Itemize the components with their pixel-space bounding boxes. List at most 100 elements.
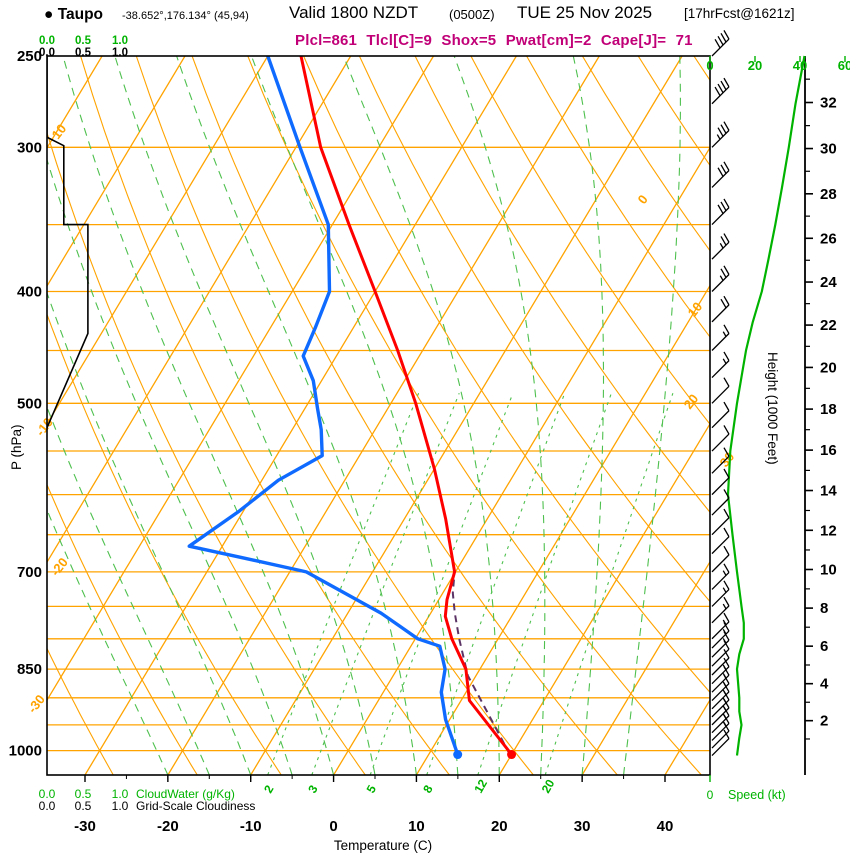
pressure-tick-label: 400 — [17, 283, 42, 300]
dry-adiabat-line — [47, 647, 114, 775]
cloudiness-profile — [47, 56, 89, 429]
height-tick-label: 28 — [820, 186, 837, 203]
height-tick-label: 2 — [820, 713, 828, 730]
height-tick-label: 26 — [820, 230, 837, 247]
wind-speed-curve — [726, 55, 806, 756]
dry-adiabat-line — [47, 483, 198, 775]
temperature-tick-label: -30 — [74, 818, 96, 835]
wind-barb — [711, 527, 730, 555]
temperature-tick-label: 0 — [329, 818, 337, 835]
cloudiness-legend-1: 1.0 — [111, 799, 129, 813]
temperature-tick-label: -20 — [157, 818, 179, 835]
wind-barb — [711, 657, 730, 685]
moist-adiabat-line — [342, 56, 500, 775]
surface-dewpoint-dot — [453, 750, 463, 760]
wind-barb — [711, 351, 730, 379]
valid-date: TUE 25 Nov 2025 — [517, 3, 653, 22]
station-coords: -38.652°,176.134° (45,94) — [122, 10, 249, 22]
cloudwater-scale-1: 1.0 — [112, 35, 128, 47]
wind-barb — [711, 649, 730, 676]
wind-barb — [711, 401, 730, 429]
pressure-axis-title: P (hPa) — [9, 424, 24, 470]
temperature-tick-label: 10 — [408, 818, 425, 835]
height-tick-label: 16 — [820, 442, 837, 459]
temperature-tick-label: -10 — [240, 818, 262, 835]
isotherm-line — [250, 56, 683, 775]
adiabat-label: -10 — [33, 415, 56, 439]
mixing-ratio-label: 5 — [364, 782, 380, 795]
isotherm-line — [498, 422, 710, 775]
sounding-curves — [47, 56, 517, 760]
moist-adiabat-line — [47, 291, 252, 775]
dry-adiabat-line — [247, 56, 702, 775]
cloudwater-legend-1: 1.0 — [111, 787, 129, 801]
wind-barb — [711, 508, 730, 536]
station-name: Taupo — [57, 6, 104, 23]
wind-barb — [711, 563, 730, 590]
valid-time: Valid 1800 NZDT — [289, 3, 419, 22]
dry-adiabat-line — [637, 56, 710, 167]
moist-adiabat-line — [453, 56, 546, 775]
isotherm-line — [333, 146, 710, 775]
cloudiness-legend-05: 0.5 — [74, 799, 92, 813]
dry-adiabat-line — [135, 56, 534, 775]
wind-barb — [711, 425, 730, 452]
moist-adiabat-line — [114, 56, 376, 775]
moist-adiabat-line — [623, 56, 681, 775]
dry-adiabat-line — [526, 56, 710, 338]
wind-barb — [711, 447, 730, 474]
isotherm-label: 0 — [635, 192, 651, 207]
wind-barb — [711, 580, 730, 607]
height-axis-title: Height (1000 Feet) — [765, 352, 780, 465]
mixing-ratio-label: 20 — [539, 777, 558, 796]
pressure-tick-label: 1000 — [9, 743, 42, 760]
height-tick-label: 12 — [820, 522, 837, 539]
wind-barb — [711, 489, 730, 516]
isotherm-line — [167, 56, 600, 775]
mixing-ratio-label: 12 — [471, 777, 490, 796]
height-tick-label: 32 — [820, 95, 837, 112]
surface-temperature-dot — [507, 750, 517, 760]
background-grid — [47, 56, 710, 775]
dry-adiabat-line — [581, 56, 710, 252]
wind-barb — [711, 77, 730, 105]
adiabat-label: -30 — [25, 692, 48, 716]
moist-adiabat-line — [62, 56, 335, 775]
moist-adiabat-line — [176, 56, 417, 775]
wind-barb — [711, 377, 730, 404]
isotherm-line — [415, 284, 710, 775]
pressure-tick-label: 250 — [17, 48, 42, 65]
mixing-ratio-label: 2 — [261, 782, 277, 795]
pressure-tick-label: 300 — [17, 139, 42, 156]
isotherm-label: 10 — [685, 299, 706, 320]
height-tick-label: 22 — [820, 317, 837, 334]
moist-adiabat-line — [572, 56, 605, 775]
dry-adiabat-line — [80, 56, 450, 775]
cloudiness-legend-0: 0.0 — [38, 799, 56, 813]
moist-adiabat-line — [250, 56, 459, 775]
height-tick-label: 10 — [820, 561, 837, 578]
dry-adiabat-line — [47, 131, 366, 775]
wind-barbs — [711, 30, 730, 757]
mixing-ratio-line — [311, 392, 460, 775]
wind-barb — [711, 596, 730, 624]
cloudiness-scale-05: 0.5 — [75, 47, 91, 59]
cloudwater-scale-0: 0.0 — [39, 35, 55, 47]
dry-adiabat-line — [414, 56, 710, 514]
height-tick-label: 24 — [820, 274, 837, 291]
temperature-tick-label: 30 — [574, 818, 591, 835]
mixing-ratio-line — [544, 393, 674, 775]
sounding-indices: Plcl=861 Tlcl[C]=9 Shox=5 Pwat[cm]=2 Cap… — [295, 32, 693, 49]
pressure-tick-label: 500 — [17, 395, 42, 412]
dry-adiabat-line — [358, 56, 710, 603]
isotherm-line — [84, 56, 517, 775]
moist-adiabat-line — [47, 508, 169, 775]
mixing-ratio-line — [369, 393, 514, 775]
mixing-ratio-label: 8 — [420, 782, 436, 795]
isotherm-line — [47, 56, 352, 564]
speed-tick-label: 0 — [706, 58, 713, 73]
mixing-ratio-label: 3 — [305, 782, 321, 795]
wind-barb — [711, 198, 730, 226]
